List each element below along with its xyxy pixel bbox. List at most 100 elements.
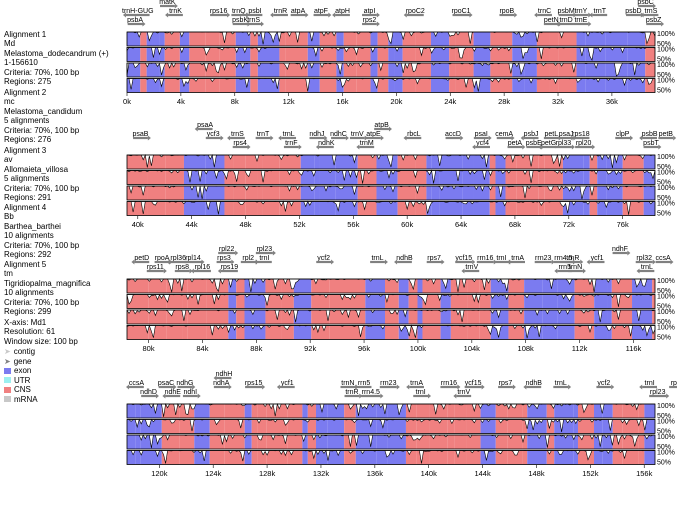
- cns-region: [127, 310, 149, 324]
- exon-region: [315, 419, 328, 434]
- exon-region: [183, 186, 206, 200]
- gene-arrowhead: [511, 135, 515, 141]
- gene-arrowhead: [571, 144, 575, 150]
- cns-region: [187, 325, 207, 340]
- cns-region: [507, 450, 523, 465]
- y-tick-50: 50%: [657, 413, 671, 420]
- exon-region: [355, 435, 377, 449]
- gene-label: trnY: [574, 8, 587, 15]
- exon-region: [194, 404, 210, 418]
- cns-region: [165, 201, 184, 216]
- track-frame: [126, 185, 656, 201]
- cns-region: [468, 78, 474, 93]
- gene-label: trnV: [457, 389, 470, 396]
- alignment-2-ref: mc: [4, 97, 15, 107]
- cns-region: [408, 325, 418, 340]
- exon-region: [573, 419, 578, 434]
- cns-region: [311, 294, 330, 309]
- cns-region: [251, 435, 258, 449]
- y-tick-50: 50%: [657, 180, 671, 187]
- cns-region: [205, 47, 220, 62]
- alignment-4-label: Alignment 4 Bb Barthea_barthei 10 alignm…: [4, 203, 79, 259]
- cns-region: [611, 279, 633, 293]
- y-tick-100: 100%: [657, 419, 675, 426]
- exon-region: [643, 155, 655, 169]
- alignment-1-name: Melastoma_dodecandrum (+): [4, 48, 109, 58]
- gene-arrowhead: [276, 384, 280, 390]
- x-tick-label: 24k: [444, 97, 456, 106]
- exon-region: [135, 450, 141, 465]
- exon-region: [480, 450, 496, 465]
- exon-region: [602, 404, 613, 418]
- gene-arrowhead: [190, 268, 194, 274]
- exon-region: [336, 47, 344, 62]
- exon-region: [554, 404, 574, 418]
- cns-region: [522, 419, 528, 434]
- exon-region: [430, 32, 450, 46]
- gene-label: trnN: [341, 380, 354, 387]
- cns-region: [262, 201, 280, 216]
- cns-region: [344, 404, 356, 418]
- gene-label: ndhF: [612, 246, 628, 253]
- cns-region: [495, 404, 508, 418]
- cns-region: [522, 404, 528, 418]
- gene-arrowhead: [636, 268, 640, 274]
- exon-region: [135, 419, 141, 434]
- cns-region: [285, 78, 308, 93]
- gene-label: psaA: [197, 122, 213, 129]
- cns-region: [319, 63, 337, 77]
- gene-label: trnA: [410, 380, 423, 387]
- alignment-5-label: Alignment 5 tm Tigridiopalma_magnifica 1…: [4, 260, 90, 316]
- exon-region: [585, 32, 606, 46]
- track-frame: [126, 78, 656, 93]
- exon-region: [417, 294, 423, 309]
- exon-region: [319, 155, 336, 169]
- cns-region: [546, 450, 555, 465]
- gene-arrowhead: [244, 12, 248, 18]
- alignment-5-name: Tigridiopalma_magnifica: [4, 278, 91, 288]
- exon-region: [387, 404, 406, 418]
- alignment-5-title: Alignment 5: [4, 260, 47, 269]
- cns-region: [266, 450, 288, 465]
- gene-label: trnL: [371, 255, 383, 262]
- gene-arrowhead: [270, 135, 274, 141]
- exon-region: [146, 78, 160, 93]
- gene-label: clpP: [616, 131, 630, 138]
- alignment-3-criteria: Criteria: 70%, 100 bp: [4, 183, 80, 193]
- alignment-1-criteria: Criteria: 70%, 100 bp: [4, 67, 80, 77]
- x-tick-label: 148k: [528, 469, 545, 478]
- cns-region: [489, 170, 496, 185]
- exon-region: [554, 435, 574, 449]
- track-frame: [126, 403, 656, 419]
- gene-label: psbD: [625, 8, 641, 15]
- x-tick-label: 8k: [231, 97, 239, 106]
- cns-region: [385, 310, 399, 324]
- gene-label: trnK: [169, 8, 182, 15]
- y-tick-50: 50%: [657, 88, 671, 95]
- exon-region: [495, 155, 506, 169]
- exon-region: [388, 63, 395, 77]
- cns-region: [544, 170, 563, 185]
- gene-arrowhead: [460, 135, 464, 141]
- cns-region: [209, 419, 225, 434]
- exon-region: [228, 279, 237, 293]
- exon-region: [557, 310, 575, 324]
- cns-region: [466, 450, 481, 465]
- cns-region: [415, 170, 427, 185]
- x-tick-label: 112k: [572, 344, 588, 353]
- cns-region: [558, 47, 577, 62]
- exon-region: [576, 63, 586, 77]
- x-tick-label: 92k: [304, 344, 316, 353]
- x-tick-label: 96k: [358, 344, 370, 353]
- cns-region: [449, 63, 456, 77]
- gene-arrowhead: [534, 12, 538, 18]
- exon-region: [127, 435, 136, 449]
- exon-region: [319, 201, 336, 216]
- cns-region: [329, 325, 348, 340]
- y-tick-50: 50%: [657, 72, 671, 79]
- gene-arrowhead: [588, 21, 592, 27]
- x-tick-label: 44k: [186, 220, 198, 229]
- gene-arrowhead: [261, 21, 265, 27]
- cns-region: [454, 419, 467, 434]
